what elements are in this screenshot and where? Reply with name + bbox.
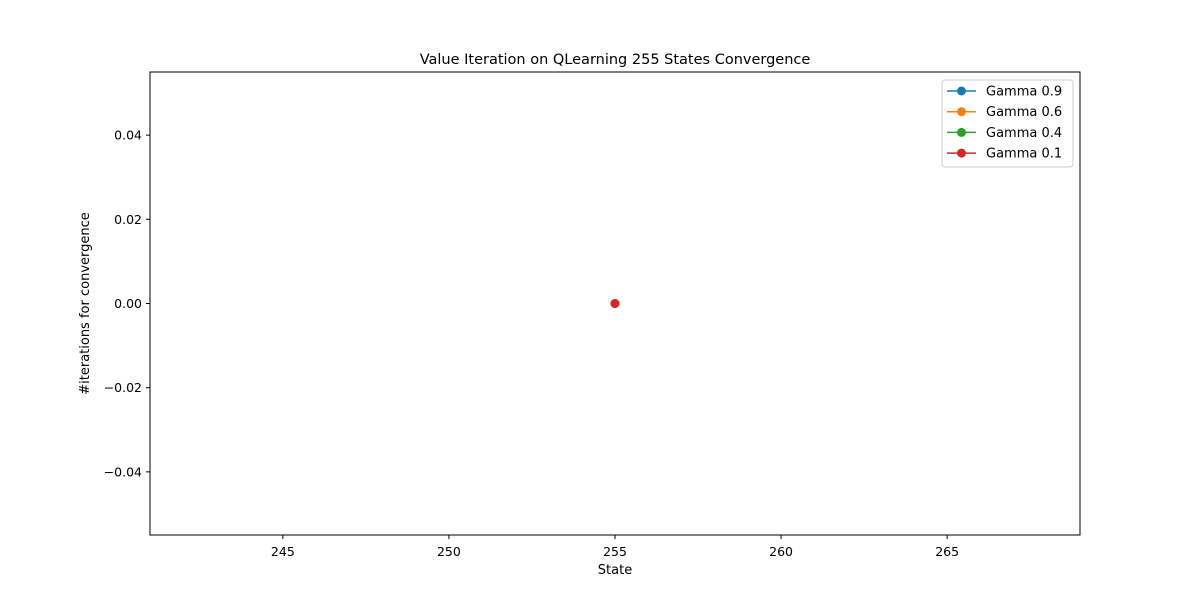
x-tick-label: 260 — [769, 544, 793, 559]
y-tick-label: 0.02 — [114, 212, 142, 227]
series-layer — [610, 299, 620, 308]
legend-box — [941, 79, 1074, 168]
y-tick-label: 0.00 — [114, 296, 142, 311]
legend-marker — [957, 86, 966, 96]
legend-label: Gamma 0.6 — [986, 105, 1062, 120]
x-axis-label: State — [598, 563, 632, 578]
y-tick-label: −0.02 — [104, 380, 142, 395]
x-tick-label: 250 — [437, 544, 461, 559]
x-tick-label: 265 — [935, 544, 959, 559]
y-axis-label: #iterations for convergence — [78, 212, 93, 395]
legend-marker — [957, 107, 966, 117]
legend-marker — [957, 148, 966, 158]
legend-label: Gamma 0.9 — [986, 85, 1062, 100]
legend-label: Gamma 0.4 — [986, 126, 1062, 141]
legend: Gamma 0.9 Gamma 0.6 Gamma 0.4 Gamma 0.1 — [941, 79, 1074, 168]
y-tick-label: −0.04 — [104, 464, 142, 479]
legend-label: Gamma 0.1 — [986, 147, 1062, 162]
chart-title: Value Iteration on QLearning 255 States … — [420, 52, 811, 68]
y-tick-label: 0.04 — [114, 128, 142, 143]
x-tick-label: 245 — [271, 544, 295, 559]
x-tick-label: 255 — [603, 544, 627, 559]
legend-marker — [957, 127, 966, 137]
x-axis: 245 250 255 260 265 — [271, 535, 959, 559]
data-point — [610, 299, 620, 308]
y-axis: −0.04 −0.02 0.00 0.02 0.04 — [104, 128, 150, 479]
